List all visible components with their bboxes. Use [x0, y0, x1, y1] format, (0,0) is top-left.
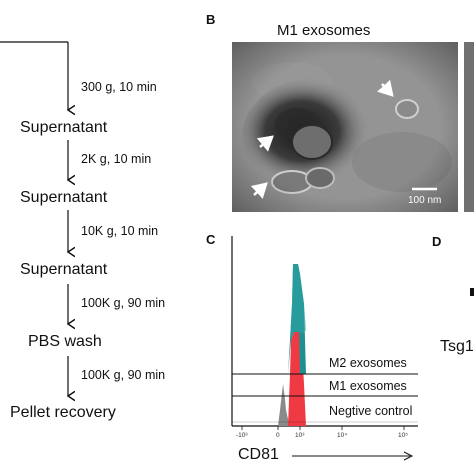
- flowchart-arrows: [0, 41, 200, 474]
- tem-micrograph: [232, 42, 458, 212]
- step-1: Supernatant: [20, 119, 108, 136]
- step-2: Supernatant: [20, 189, 108, 206]
- track-label-m1: M1 exosomes: [329, 379, 407, 393]
- track-label-negative: Negtive control: [329, 404, 413, 418]
- condition-5: 100K g, 90 min: [81, 368, 166, 382]
- step-3: Supernatant: [20, 261, 108, 278]
- panel-d-letter: D: [432, 234, 442, 249]
- condition-3: 10K g, 10 min: [81, 224, 159, 238]
- step-5: Pellet recovery: [10, 404, 116, 421]
- x-tick-label: 10⁴: [337, 432, 348, 439]
- condition-1: 300 g, 10 min: [81, 80, 157, 94]
- x-tick-label: 10³: [295, 432, 305, 439]
- step-4: PBS wash: [28, 333, 102, 350]
- negative-control-peak: [278, 384, 290, 426]
- panel-b-letter: B: [206, 12, 216, 27]
- panel-d-partial-label: Tsg1: [440, 338, 474, 355]
- track-label-m2: M2 exosomes: [329, 356, 407, 370]
- white-arrow-icon: [377, 79, 394, 97]
- adjacent-micrograph-edge: [464, 42, 474, 212]
- micrograph-title: M1 exosomes: [277, 22, 371, 39]
- x-axis-arrow-icon: [292, 451, 414, 461]
- cd81-histogram: [231, 236, 418, 430]
- panel-d-mark: [470, 288, 474, 296]
- x-axis-ticks: [241, 426, 405, 430]
- scale-bar-label: 100 nm: [408, 195, 442, 206]
- x-tick-label: 0: [276, 432, 280, 439]
- x-tick-label: -10³: [236, 432, 248, 439]
- x-tick-label: 10⁵: [398, 432, 408, 439]
- condition-4: 100K g, 90 min: [81, 296, 166, 310]
- white-arrow-icon: [256, 135, 274, 152]
- white-arrow-icon: [250, 182, 268, 199]
- panel-c-letter: C: [206, 232, 216, 247]
- x-axis-title: CD81: [238, 446, 279, 463]
- condition-2: 2K g, 10 min: [81, 152, 152, 166]
